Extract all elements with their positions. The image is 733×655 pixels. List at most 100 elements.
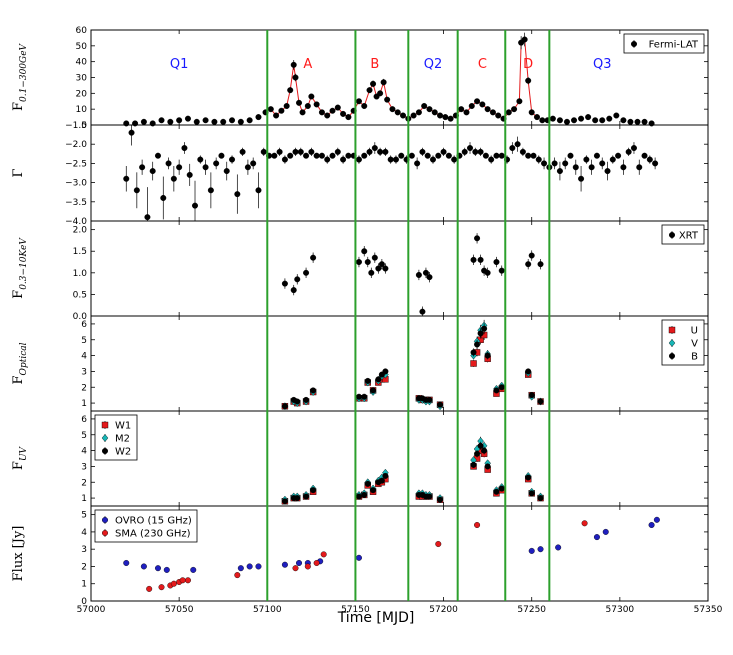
legend-marker-fermi-0 [631, 41, 638, 48]
xtick-label-0: 57000 [77, 605, 106, 615]
point-uv-2-6 [361, 491, 368, 498]
ylabel-gamma: Γ [11, 168, 26, 177]
point-gamma-0-99 [646, 156, 653, 163]
point-fermi-0-52 [431, 109, 438, 116]
point-optical-0-17 [470, 360, 477, 367]
point-gamma-0-76 [525, 152, 532, 159]
point-fermi-0-50 [421, 102, 428, 109]
point-gamma-0-41 [340, 156, 347, 163]
point-fermi-0-14 [246, 117, 253, 124]
ytick-label-radio-0: 0 [81, 597, 87, 607]
point-fermi-0-62 [484, 106, 491, 113]
ytick-label-uv-3: 4 [81, 447, 87, 457]
legend-marker-radio-0 [101, 517, 108, 524]
point-gamma-0-50 [387, 156, 394, 163]
point-optical-2-18 [474, 341, 481, 348]
point-fermi-0-31 [329, 107, 336, 114]
point-fermi-0-67 [511, 106, 518, 113]
ytick-label-xrt-0: 0.0 [73, 312, 88, 322]
point-radio-0-14 [537, 546, 544, 553]
ytick-label-fermi-4: 40 [76, 58, 88, 68]
ytick-label-optical-0: 1 [81, 399, 87, 409]
point-gamma-0-81 [551, 160, 558, 167]
legend-label-optical-2: B [691, 352, 698, 363]
point-radio-0-1 [140, 563, 147, 570]
point-gamma-0-98 [641, 152, 648, 159]
legend-marker-xrt-0 [669, 231, 676, 238]
point-gamma-0-30 [281, 156, 288, 163]
point-gamma-0-34 [303, 152, 310, 159]
point-xrt-0-6 [361, 248, 368, 255]
point-fermi-0-10 [211, 118, 218, 125]
point-fermi-0-87 [627, 118, 634, 125]
point-fermi-0-48 [410, 112, 417, 119]
point-radio-0-15 [555, 544, 562, 551]
point-fermi-0-9 [202, 117, 209, 124]
ylabel-optical: FOptical [11, 342, 29, 384]
ylabel-fermi: F0.1−300GeV [11, 42, 29, 111]
point-radio-0-17 [602, 528, 609, 535]
point-radio-1-1 [158, 584, 165, 591]
point-optical-2-17 [470, 349, 477, 356]
point-gamma-0-17 [213, 160, 220, 167]
ytick-label-gamma-2: −3.0 [65, 179, 87, 189]
point-gamma-0-59 [435, 152, 442, 159]
point-uv-2-4 [310, 487, 317, 494]
point-gamma-0-77 [530, 152, 537, 159]
ytick-label-gamma-3: −2.5 [65, 159, 87, 169]
point-gamma-0-11 [181, 145, 188, 152]
point-gamma-0-45 [361, 152, 368, 159]
point-gamma-0-2 [133, 187, 140, 194]
point-uv-2-20 [481, 447, 488, 454]
point-fermi-0-64 [495, 112, 502, 119]
legend-radio: OVRO (15 GHz) SMA (230 GHz) [94, 509, 198, 543]
panel-frame-optical [90, 315, 709, 412]
point-radio-1-8 [292, 565, 299, 572]
point-fermi-0-71 [525, 77, 532, 84]
point-radio-1-6 [184, 577, 191, 584]
point-xrt-0-1 [290, 287, 297, 294]
period-labels: Q1 A B Q2 C D Q3 [170, 57, 612, 72]
point-fermi-0-36 [355, 98, 362, 105]
point-gamma-0-12 [186, 171, 193, 178]
x-axis-label: Time [MJD] [337, 610, 415, 626]
point-gamma-0-51 [392, 156, 399, 163]
point-gamma-0-48 [377, 148, 384, 155]
point-radio-0-13 [528, 547, 535, 554]
point-gamma-0-3 [139, 164, 146, 171]
ytick-label-optical-4: 5 [81, 336, 87, 346]
point-fermi-0-4 [158, 117, 165, 124]
point-gamma-0-61 [445, 152, 452, 159]
point-xrt-0-3 [303, 269, 310, 276]
point-gamma-0-94 [620, 164, 627, 171]
legend-label-uv-1: M2 [115, 434, 130, 445]
point-optical-2-24 [525, 368, 532, 375]
point-gamma-0-25 [255, 187, 262, 194]
point-xrt-0-0 [281, 280, 288, 287]
point-fermi-0-76 [549, 115, 556, 122]
ytick-label-uv-1: 2 [81, 478, 87, 488]
point-fermi-0-70 [521, 36, 528, 43]
legend-label-optical-1: V [691, 339, 698, 350]
point-gamma-0-78 [535, 156, 542, 163]
point-gamma-0-91 [604, 168, 611, 175]
point-gamma-0-95 [625, 148, 632, 155]
point-fermi-0-58 [463, 109, 470, 116]
point-gamma-0-18 [218, 152, 225, 159]
series-radio-0 [123, 516, 660, 573]
point-fermi-0-21 [287, 87, 294, 94]
point-fermi-0-51 [426, 106, 433, 113]
point-fermi-0-12 [229, 117, 236, 124]
point-xrt-0-13 [415, 271, 422, 278]
point-fermi-0-59 [468, 102, 475, 109]
panel-optical: 1 2 3 4 5 6 FOptical UVB [11, 315, 709, 412]
legend-marker-uv-0 [101, 421, 109, 429]
point-radio-1-5 [179, 577, 186, 584]
legend-marker-optical-2 [669, 353, 676, 360]
point-radio-0-8 [281, 561, 288, 568]
point-fermi-0-41 [377, 90, 384, 97]
point-fermi-0-86 [620, 117, 627, 124]
point-optical-2-11 [382, 368, 389, 375]
point-gamma-0-33 [297, 148, 304, 155]
